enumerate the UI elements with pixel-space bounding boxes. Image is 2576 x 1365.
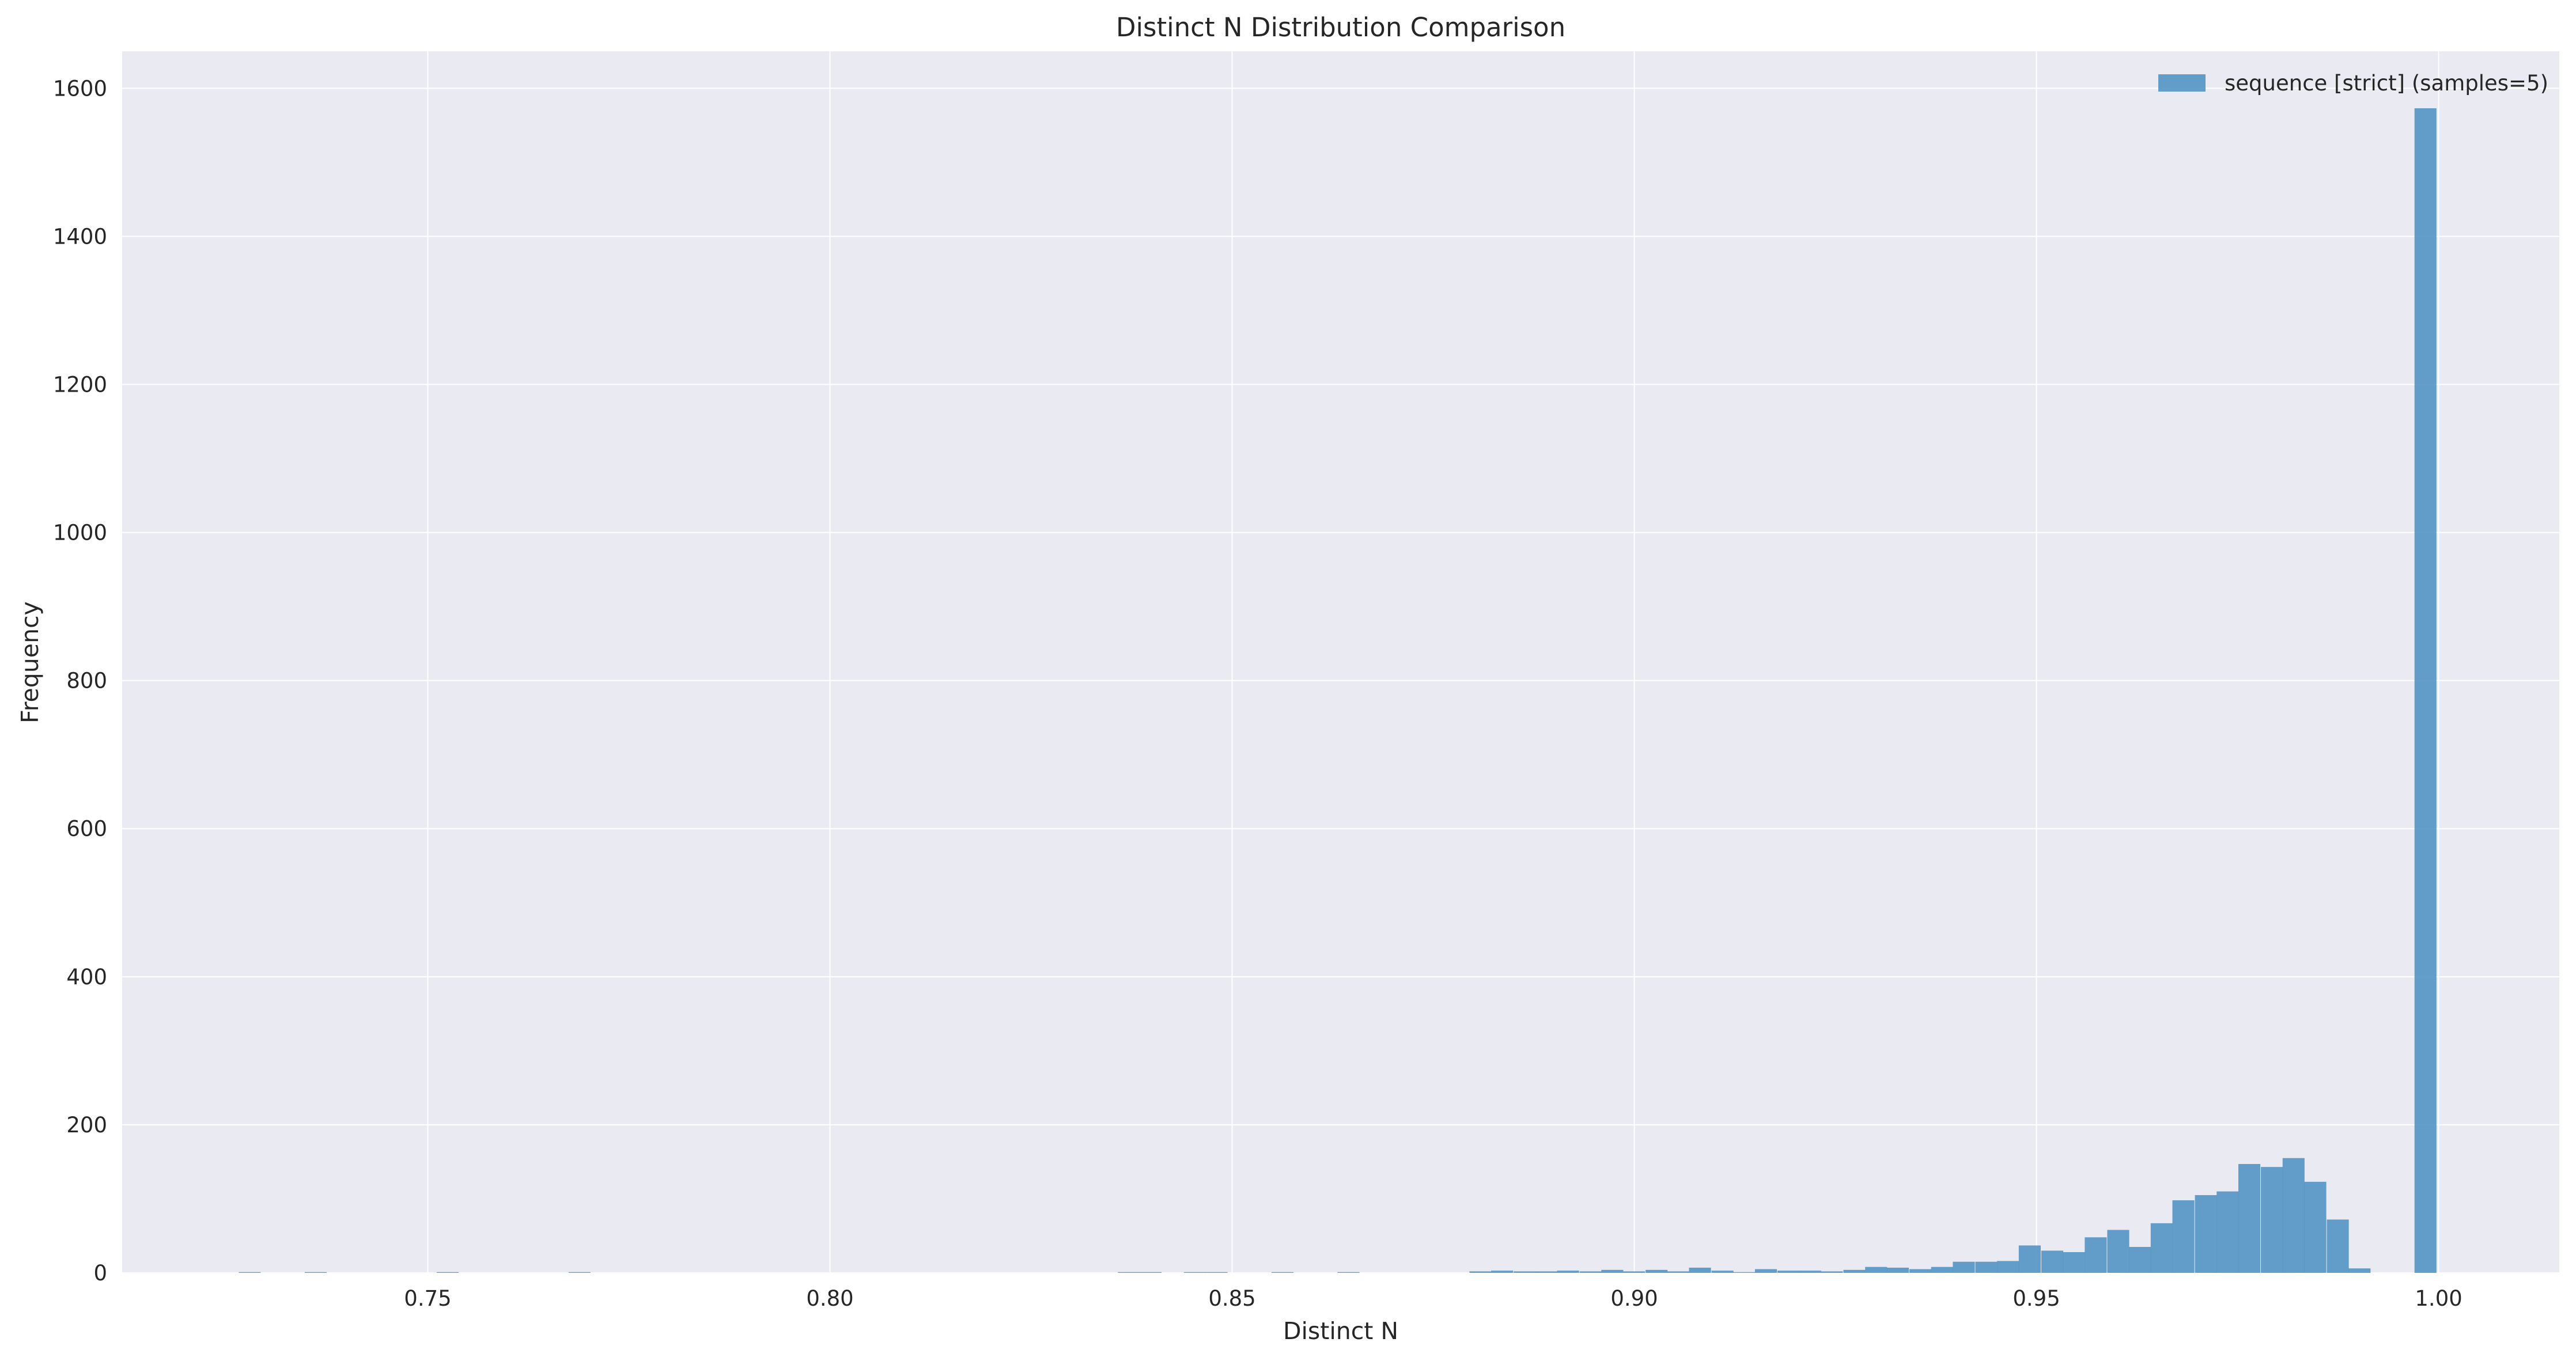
histogram-bar: [1601, 1269, 1624, 1273]
x-tick-label: 0.90: [1610, 1286, 1658, 1311]
histogram-bar: [2282, 1158, 2305, 1273]
x-tick-label: 0.80: [806, 1286, 853, 1311]
x-tick-label: 1.00: [2415, 1286, 2462, 1311]
histogram-bar: [2327, 1219, 2349, 1273]
histogram-bar: [1865, 1267, 1887, 1273]
y-tick-label: 1400: [53, 224, 107, 249]
histogram-bar: [1667, 1271, 1689, 1273]
chart-title: Distinct N Distribution Comparison: [1116, 12, 1565, 43]
histogram-bar: [2238, 1164, 2261, 1273]
y-axis-label: Frequency: [16, 601, 44, 723]
histogram-bar: [1205, 1272, 1228, 1273]
histogram-bar: [1975, 1261, 1998, 1273]
histogram-bar: [2261, 1167, 2283, 1273]
histogram-bar: [1557, 1271, 1579, 1273]
histogram-bar: [2348, 1268, 2371, 1273]
y-tick-label: 600: [66, 817, 107, 841]
histogram-bar: [1579, 1271, 1602, 1273]
histogram-bar: [1953, 1261, 1975, 1273]
histogram-bar: [436, 1272, 459, 1273]
histogram-bar: [1271, 1272, 1294, 1273]
y-tick-label: 800: [66, 669, 107, 693]
histogram-bar: [1491, 1271, 1514, 1273]
histogram-bar: [1886, 1268, 1909, 1273]
histogram-bar: [2216, 1191, 2239, 1273]
plot-area: [122, 51, 2559, 1273]
histogram-bars: [239, 108, 2437, 1273]
histogram-bar: [2172, 1200, 2195, 1273]
histogram-bar: [1118, 1272, 1140, 1273]
histogram-bar: [1997, 1261, 2019, 1273]
y-tick-label: 200: [66, 1113, 107, 1138]
histogram-bar: [1711, 1271, 1734, 1273]
histogram-bar: [1535, 1271, 1557, 1273]
histogram-bar: [1754, 1269, 1777, 1273]
histogram-bar: [1689, 1268, 1711, 1273]
y-tick-label: 1200: [53, 372, 107, 397]
histogram-bar: [2150, 1223, 2173, 1273]
histogram-bar: [1799, 1271, 1821, 1273]
histogram-bar: [1623, 1271, 1646, 1273]
histogram-bar: [239, 1272, 261, 1273]
histogram-bar: [1139, 1272, 1162, 1273]
x-tick-label: 0.75: [404, 1286, 451, 1311]
histogram-bar: [1777, 1271, 1800, 1273]
histogram-bar: [2129, 1247, 2151, 1273]
x-axis-ticks: 0.75 0.80 0.85 0.90 0.95 1.00: [404, 1286, 2462, 1311]
legend: sequence [strict] (samples=5): [2158, 71, 2548, 96]
histogram-bar: [2018, 1245, 2041, 1273]
histogram-bar: [568, 1272, 591, 1273]
histogram-bar: [1646, 1269, 1668, 1273]
x-tick-label: 0.95: [2013, 1286, 2060, 1311]
histogram-bar: [304, 1272, 327, 1273]
y-tick-label: 0: [93, 1261, 107, 1286]
histogram-bar: [2195, 1195, 2217, 1273]
histogram-bar: [1183, 1272, 1206, 1273]
histogram-bar: [1733, 1272, 1756, 1273]
legend-swatch-sequence-strict: [2158, 74, 2206, 92]
y-tick-label: 400: [66, 965, 107, 989]
histogram-bar: [2304, 1181, 2327, 1273]
grid-lines: [122, 51, 2559, 1273]
histogram-bar: [2107, 1230, 2129, 1273]
histogram-bar: [2414, 108, 2437, 1273]
histogram-bar: [1469, 1271, 1492, 1273]
x-tick-label: 0.85: [1208, 1286, 1255, 1311]
histogram-bar: [2085, 1237, 2107, 1273]
histogram-bar: [2041, 1250, 2064, 1273]
histogram-bar: [1931, 1267, 1953, 1273]
y-axis-ticks: 0 200 400 600 800 1000 1200 1400 1600: [53, 76, 107, 1286]
histogram-bar: [1337, 1272, 1360, 1273]
x-axis-label: Distinct N: [1283, 1317, 1398, 1345]
histogram-bar: [1843, 1269, 1866, 1273]
histogram-bar: [1909, 1269, 1932, 1273]
histogram-bar: [1514, 1271, 1536, 1273]
y-tick-label: 1600: [53, 76, 107, 101]
histogram-bar: [2063, 1252, 2085, 1273]
histogram-bar: [1821, 1271, 1843, 1273]
y-tick-label: 1000: [53, 521, 107, 545]
legend-label-sequence-strict: sequence [strict] (samples=5): [2225, 71, 2548, 96]
